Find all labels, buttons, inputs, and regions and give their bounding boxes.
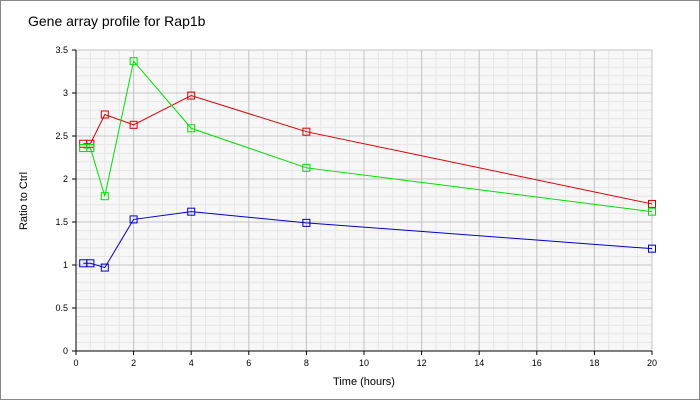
y-tick-label: 1.5	[55, 217, 68, 227]
data-point-red	[648, 199, 656, 208]
data-point-blue	[86, 259, 95, 268]
x-tick-label: 8	[304, 358, 309, 368]
x-tick-label: 18	[589, 358, 599, 368]
x-axis-label: Time (hours)	[333, 376, 395, 388]
data-point-blue	[648, 244, 656, 253]
series-line-green	[83, 60, 653, 213]
data-point-green	[100, 192, 109, 201]
y-tick-label: 3.5	[55, 45, 68, 55]
y-tick-label: 1	[63, 260, 68, 270]
x-tick-label: 0	[73, 358, 78, 368]
data-point-blue	[302, 218, 311, 227]
y-tick-label: 0	[63, 346, 68, 356]
data-point-red	[129, 120, 138, 129]
series-line-red	[83, 95, 653, 205]
x-tick-label: 4	[189, 358, 194, 368]
data-point-blue	[100, 263, 109, 272]
data-point-green	[86, 144, 95, 153]
data-point-green	[648, 207, 656, 216]
data-point-green	[129, 57, 138, 66]
data-point-red	[100, 110, 109, 119]
x-tick-label: 2	[131, 358, 136, 368]
x-tick-label: 6	[246, 358, 251, 368]
data-point-red	[302, 127, 311, 136]
data-point-green	[302, 163, 311, 172]
data-point-red	[86, 139, 95, 148]
x-tick-label: 16	[532, 358, 542, 368]
y-tick-label: 0.5	[55, 303, 68, 313]
x-tick-label: 14	[474, 358, 484, 368]
x-tick-label: 12	[417, 358, 427, 368]
y-tick-label: 2	[63, 174, 68, 184]
data-point-blue	[187, 207, 196, 216]
x-tick-label: 10	[359, 358, 369, 368]
series-line-blue	[83, 211, 653, 269]
chart-title: Gene array profile for Rap1b	[28, 13, 206, 29]
y-axis-label: Ratio to Ctrl	[18, 172, 30, 230]
data-point-green	[187, 124, 196, 133]
y-tick-label: 2.5	[55, 131, 68, 141]
data-point-blue	[129, 215, 138, 224]
data-point-red	[187, 91, 196, 100]
y-tick-label: 3	[63, 88, 68, 98]
x-tick-label: 20	[647, 358, 657, 368]
